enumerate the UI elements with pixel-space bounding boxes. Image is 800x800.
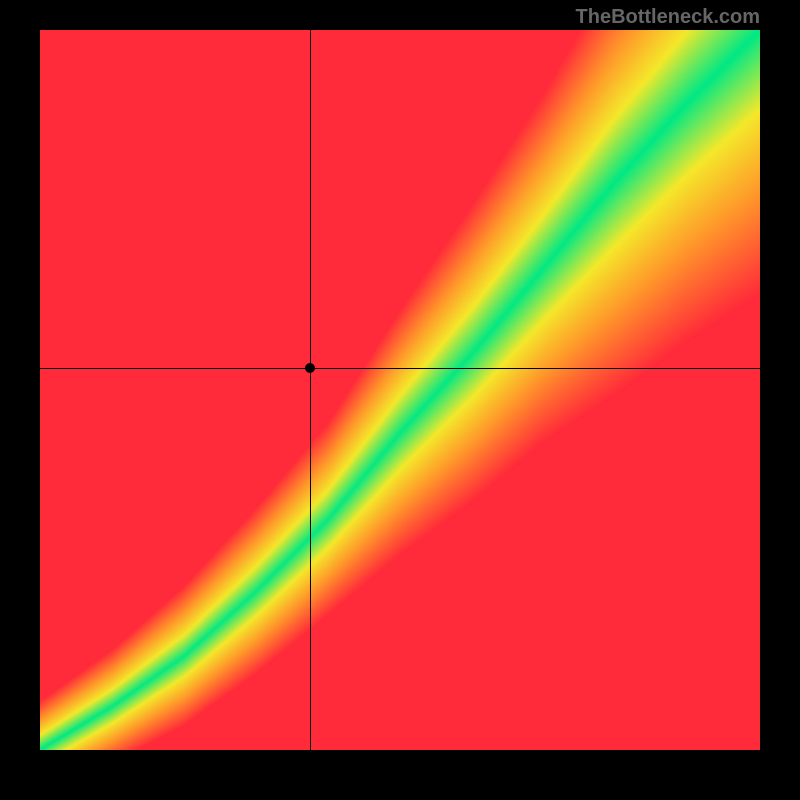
heatmap-canvas [40,30,760,750]
chart-container: { "watermark": "TheBottleneck.com", "plo… [0,0,800,800]
crosshair-vertical [310,30,311,750]
watermark-text: TheBottleneck.com [576,6,760,29]
crosshair-horizontal [40,368,760,369]
crosshair-point [305,363,315,373]
plot-area [40,30,760,750]
